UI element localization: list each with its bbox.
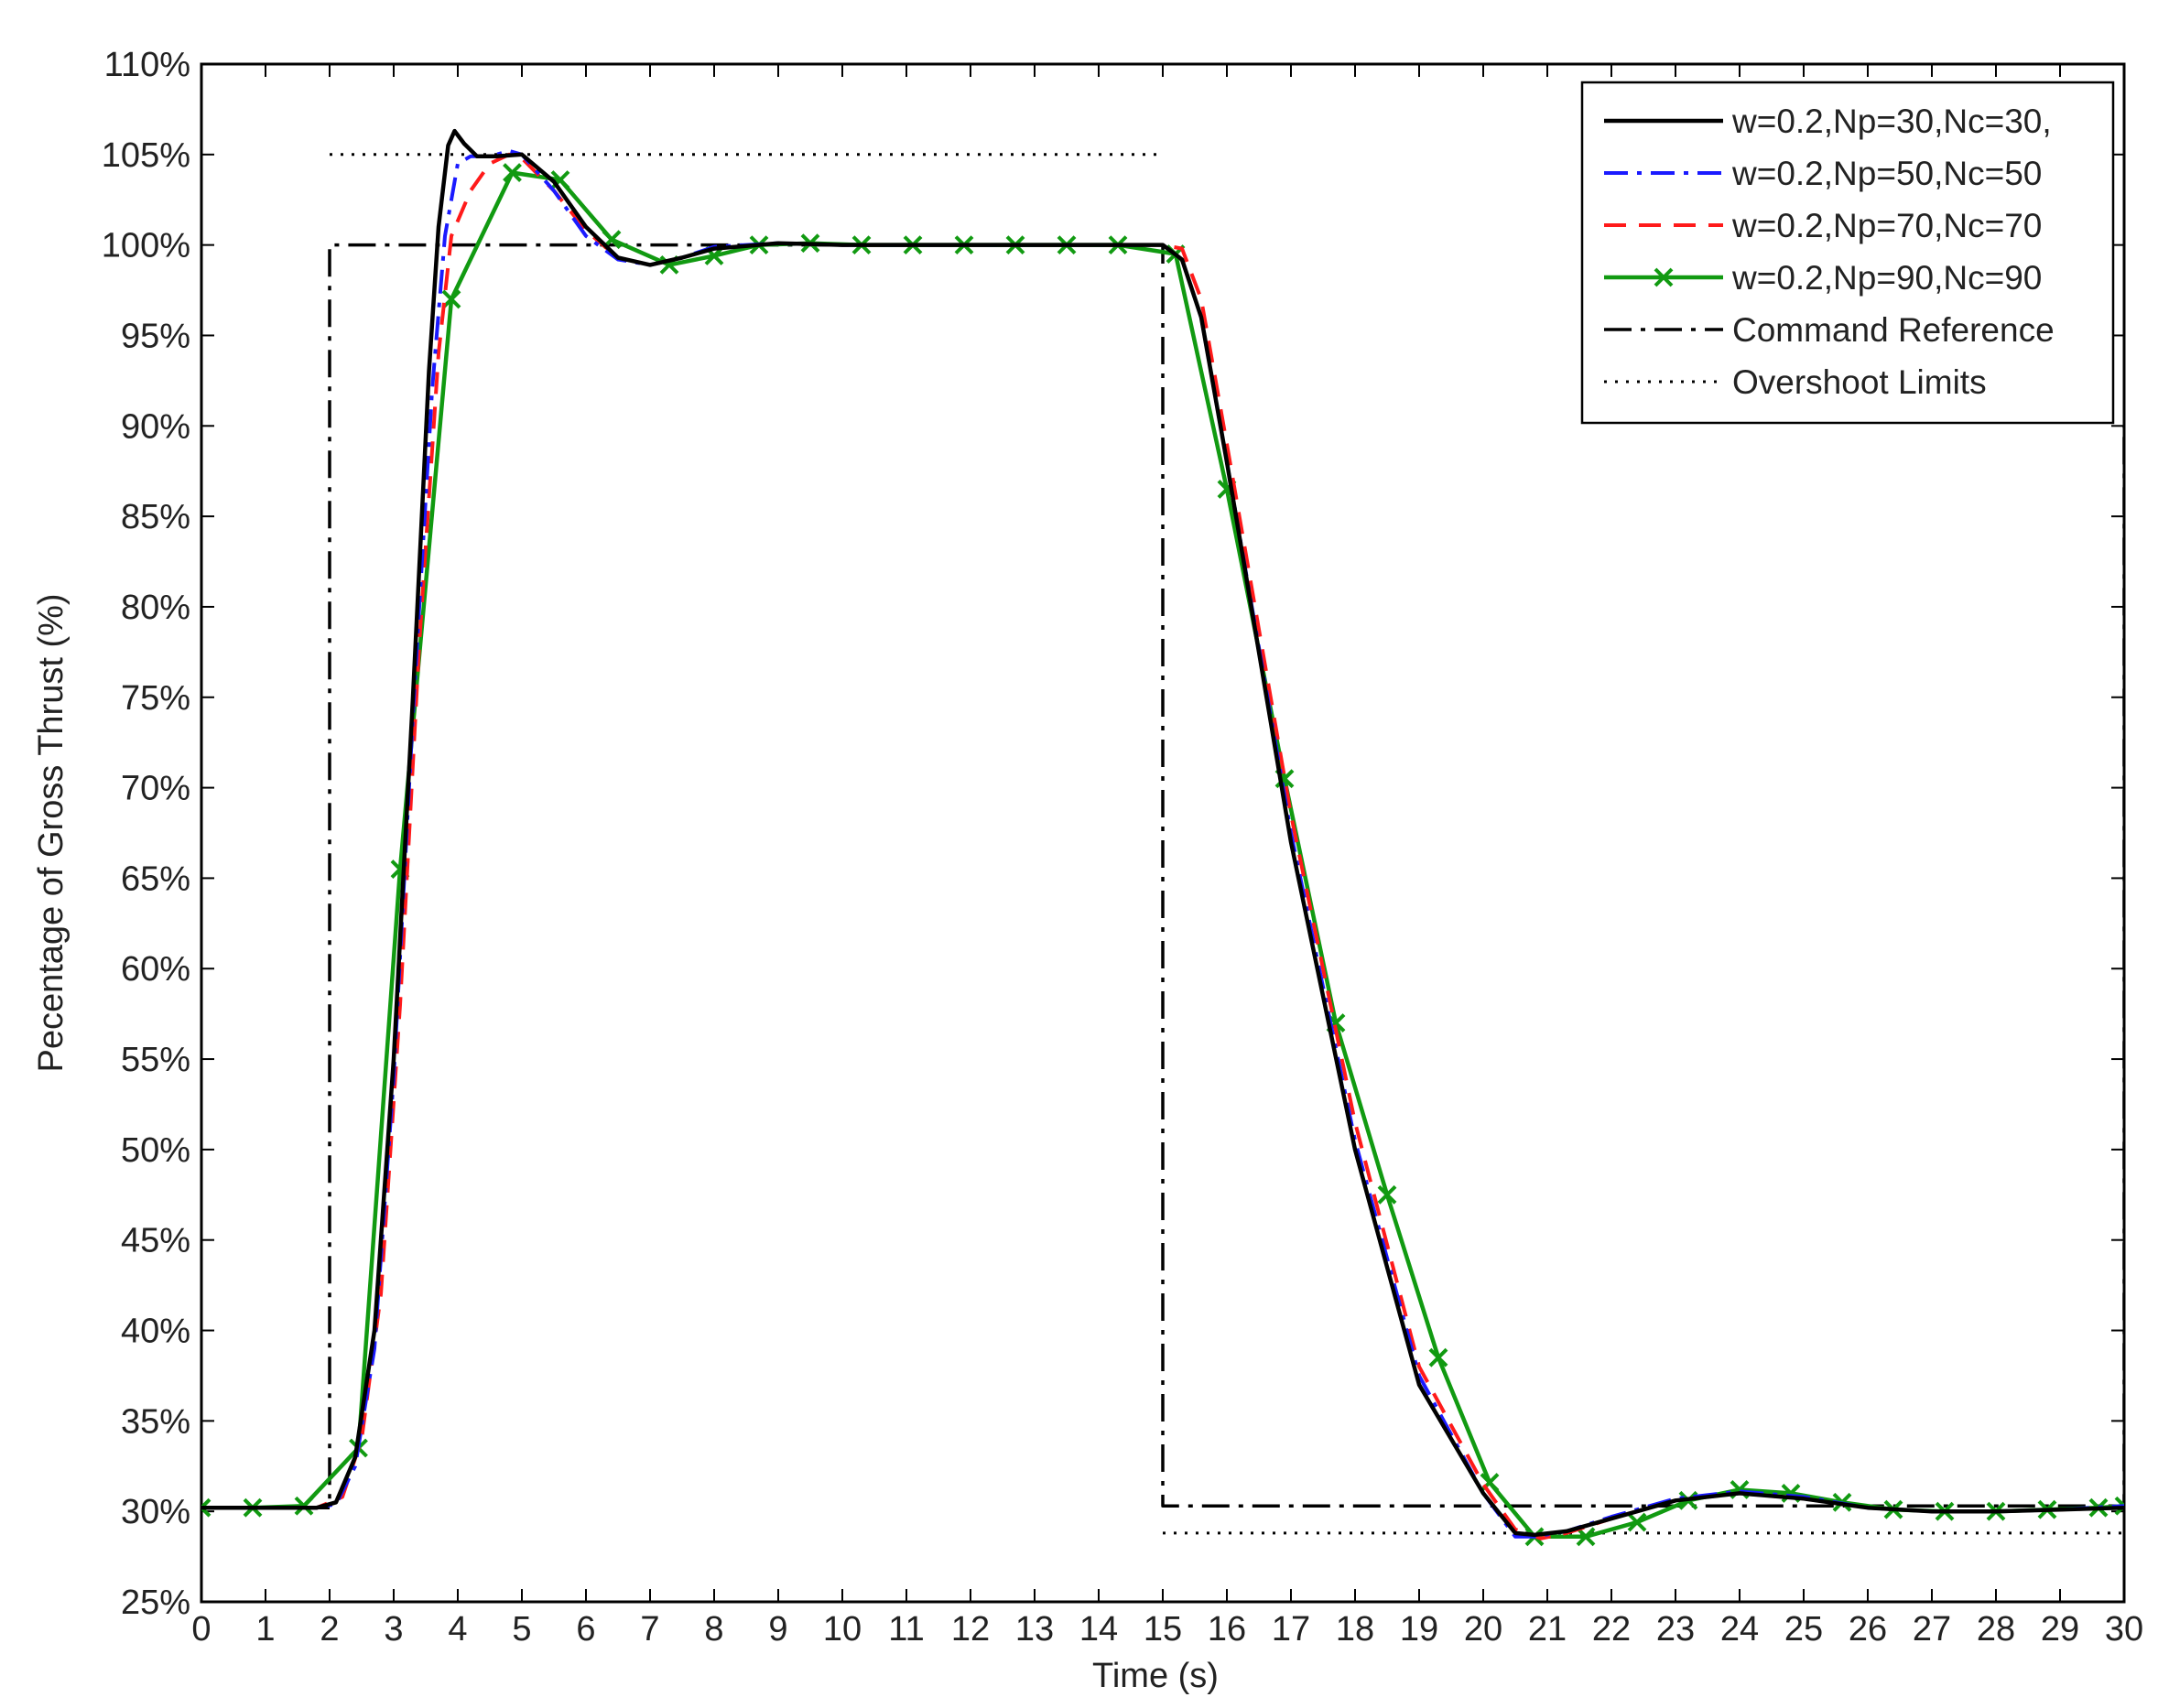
y-tick-label: 90% xyxy=(121,407,190,446)
axis-ticks: 0 1 2 3 4 5 6 7 8 9 10 11 12 13 14 15 16 17 18 19 20 21 22 23 24… xyxy=(102,46,2143,1649)
legend-box xyxy=(1580,81,2115,425)
data-point-marker xyxy=(1576,1527,1596,1547)
legend-label: w=0.2,Np=70,Nc=70 xyxy=(1731,207,2042,244)
x-tick-label: 23 xyxy=(1656,1610,1695,1649)
x-tick-label: 27 xyxy=(1913,1610,1951,1649)
y-tick-label: 55% xyxy=(121,1041,190,1079)
x-tick-label: 11 xyxy=(888,1610,924,1649)
series-0 xyxy=(201,128,2124,1538)
x-tick-label: 2 xyxy=(320,1610,339,1649)
x-tick-label: 19 xyxy=(1400,1610,1438,1649)
x-tick-label: 24 xyxy=(1720,1610,1759,1649)
data-point-marker xyxy=(201,1497,211,1518)
x-tick-label: 25 xyxy=(1784,1610,1823,1649)
legend-label: w=0.2,Np=90,Nc=90 xyxy=(1731,259,2042,297)
series-1 xyxy=(201,148,2124,1539)
x-tick-label: 14 xyxy=(1079,1610,1118,1649)
y-tick-label: 105% xyxy=(102,136,190,175)
x-axis-label: Time (s) xyxy=(1092,1657,1219,1695)
y-tick-label: 65% xyxy=(121,859,190,898)
legend-label: Overshoot Limits xyxy=(1732,363,1987,401)
y-tick-label: 45% xyxy=(121,1222,190,1260)
y-tick-label: 60% xyxy=(121,950,190,989)
y-tick-label: 70% xyxy=(121,770,190,808)
x-tick-label: 12 xyxy=(951,1610,990,1649)
x-tick-label: 21 xyxy=(1528,1610,1567,1649)
x-tick-label: 1 xyxy=(255,1610,275,1649)
legend-item: w=0.2,Np=70,Nc=70 xyxy=(1604,207,2042,244)
y-tick-label: 80% xyxy=(121,589,190,627)
x-tick-label: 9 xyxy=(768,1610,787,1649)
y-tick-label: 40% xyxy=(121,1313,190,1351)
data-point-marker xyxy=(1627,1512,1647,1532)
x-tick-label: 29 xyxy=(2041,1610,2079,1649)
legend-label: Command Reference xyxy=(1732,311,2055,349)
legend-label: w=0.2,Np=50,Nc=50 xyxy=(1731,155,2042,192)
x-tick-label: 4 xyxy=(448,1610,467,1649)
y-tick-label: 100% xyxy=(102,227,190,265)
x-tick-label: 18 xyxy=(1336,1610,1374,1649)
y-tick-label: 35% xyxy=(121,1402,190,1441)
legend-label: w=0.2,Np=30,Nc=30, xyxy=(1731,103,2052,140)
x-tick-label: 0 xyxy=(191,1610,211,1649)
x-tick-label: 10 xyxy=(823,1610,862,1649)
data-point-marker xyxy=(1377,1184,1397,1205)
series-5 xyxy=(330,153,2124,1535)
data-point-marker xyxy=(441,289,461,309)
x-tick-label: 13 xyxy=(1015,1610,1054,1649)
legend-marker xyxy=(1654,267,1674,287)
x-tick-label: 7 xyxy=(640,1610,659,1649)
series-line xyxy=(201,148,2124,1539)
y-tick-label: 75% xyxy=(121,679,190,718)
legend-item: w=0.2,Np=30,Nc=30, xyxy=(1604,103,2052,140)
legend-item: w=0.2,Np=90,Nc=90 xyxy=(1604,259,2042,297)
x-tick-label: 6 xyxy=(576,1610,595,1649)
y-tick-label: 25% xyxy=(121,1584,190,1622)
y-axis-label: Pecentage of Gross Thrust (%) xyxy=(32,593,70,1072)
series-line xyxy=(201,128,2124,1538)
y-tick-label: 50% xyxy=(121,1131,190,1170)
x-tick-label: 26 xyxy=(1849,1610,1887,1649)
x-tick-label: 15 xyxy=(1144,1610,1182,1649)
y-tick-label: 95% xyxy=(121,317,190,355)
legend-item: w=0.2,Np=50,Nc=50 xyxy=(1604,155,2042,192)
legend-item: Command Reference xyxy=(1604,311,2055,349)
data-point-marker xyxy=(503,163,522,183)
y-tick-label: 30% xyxy=(121,1493,190,1531)
x-tick-label: 8 xyxy=(704,1610,723,1649)
x-tick-label: 17 xyxy=(1272,1610,1310,1649)
legend: w=0.2,Np=30,Nc=30, w=0.2,Np=50,Nc=50 w=0.2… xyxy=(1580,81,2115,425)
series-layer xyxy=(201,128,2124,1547)
data-point-marker xyxy=(2114,1496,2124,1516)
x-tick-label: 22 xyxy=(1592,1610,1631,1649)
x-tick-label: 5 xyxy=(512,1610,531,1649)
data-point-marker xyxy=(1428,1347,1448,1367)
x-tick-label: 16 xyxy=(1208,1610,1246,1649)
y-tick-label: 85% xyxy=(121,498,190,536)
x-tick-label: 20 xyxy=(1464,1610,1502,1649)
x-tick-label: 3 xyxy=(384,1610,403,1649)
legend-item: Overshoot Limits xyxy=(1604,363,1987,401)
x-tick-label: 30 xyxy=(2105,1610,2143,1649)
y-tick-label: 110% xyxy=(104,46,190,84)
x-tick-label: 28 xyxy=(1977,1610,2015,1649)
